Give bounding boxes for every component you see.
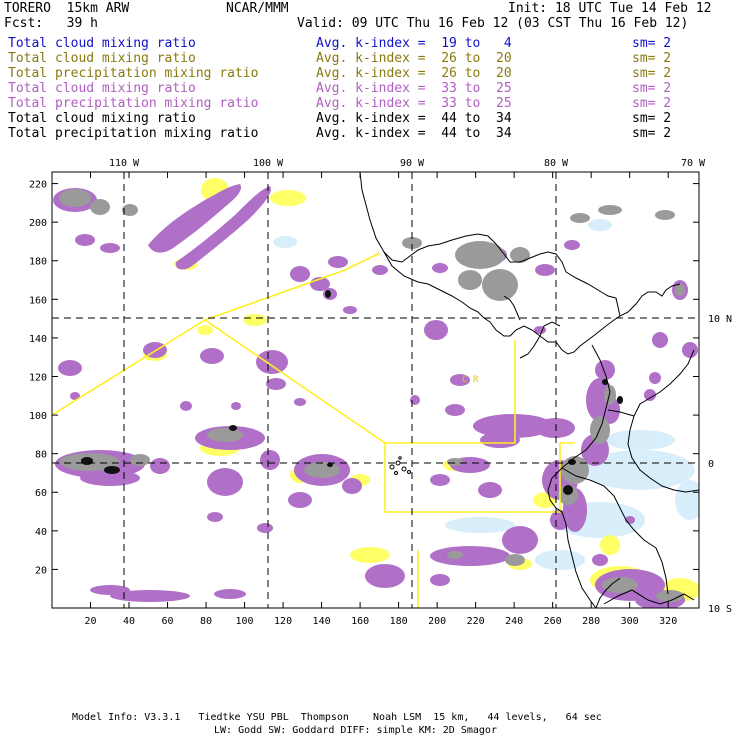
x-axis: 20 40 60 80 100 120 140 160 180 200 220 240 260 280 30…	[84, 172, 677, 627]
graticule	[52, 172, 699, 608]
field-smoothing: sm= 2	[632, 126, 672, 141]
field-k-index: Avg. k-index = 26 to 20	[316, 51, 512, 66]
field-smoothing: sm= 2	[632, 36, 672, 51]
y-tick-label: 220	[29, 180, 47, 191]
x-tick-label: 180	[390, 616, 408, 627]
field-name: Total cloud mixing ratio	[8, 36, 196, 51]
longitude-label: 80 W	[544, 158, 569, 169]
map-frame	[51, 171, 700, 609]
field-name: Total precipitation mixing ratio	[8, 66, 259, 81]
forecast-hour: Fcst: 39 h	[4, 16, 98, 31]
x-tick-label: 40	[123, 616, 135, 627]
model-info: Model Info: V3.3.1 Tiedtke YSU PBL Thomp…	[72, 712, 602, 723]
y-tick-label: 160	[29, 295, 47, 306]
y-tick-label: 120	[29, 372, 47, 383]
y-axis: 220 200 180 160 140 120 100 80 60 40 20	[29, 180, 699, 576]
y-tick-label: 20	[35, 565, 47, 576]
y-tick-label: 40	[35, 527, 47, 538]
y-tick-label: 100	[29, 411, 47, 422]
x-tick-label: 260	[544, 616, 562, 627]
field-k-index: Avg. k-index = 26 to 20	[316, 66, 512, 81]
latitude-label: 0	[708, 459, 714, 470]
field-name: Total precipitation mixing ratio	[8, 126, 259, 141]
domain-boundaries	[52, 252, 575, 608]
low-cloud-shading	[273, 219, 699, 570]
field-name: Total cloud mixing ratio	[8, 111, 196, 126]
x-tick-label: 120	[274, 616, 292, 627]
longitude-label: 110 W	[109, 158, 140, 169]
init-time: Init: 18 UTC Tue 14 Feb 12	[508, 1, 712, 16]
field-name: Total cloud mixing ratio	[8, 51, 196, 66]
field-smoothing: sm= 2	[632, 66, 672, 81]
x-tick-label: 100	[236, 616, 254, 627]
org-label: NCAR/MMM	[226, 1, 289, 16]
y-tick-label: 200	[29, 218, 47, 229]
x-tick-label: 200	[428, 616, 446, 627]
x-tick-label: 240	[505, 616, 523, 627]
field-smoothing: sm= 2	[632, 81, 672, 96]
y-tick-label: 180	[29, 257, 47, 268]
field-name: Total cloud mixing ratio	[8, 81, 196, 96]
field-name: Total precipitation mixing ratio	[8, 96, 259, 111]
longitude-label: 70 W	[681, 158, 706, 169]
y-tick-label: 140	[29, 334, 47, 345]
latitude-label: 10 N	[708, 314, 732, 325]
latitude-labels: 10 N 0 10 S	[708, 314, 732, 615]
physics-info: LW: Godd SW: Goddard DIFF: simple KM: 2D…	[214, 725, 497, 736]
field-smoothing: sm= 2	[632, 51, 672, 66]
region-label: C R	[462, 375, 479, 385]
field-k-index: Avg. k-index = 33 to 25	[316, 81, 512, 96]
x-tick-label: 60	[162, 616, 174, 627]
x-tick-label: 280	[582, 616, 600, 627]
longitude-labels: 110 W 100 W 90 W 80 W 70 W	[109, 158, 706, 169]
model-title: TORERO 15km ARW	[4, 1, 130, 16]
x-tick-label: 320	[659, 616, 677, 627]
y-tick-label: 80	[35, 450, 47, 461]
longitude-label: 100 W	[253, 158, 284, 169]
x-tick-label: 160	[351, 616, 369, 627]
field-k-index: Avg. k-index = 44 to 34	[316, 111, 512, 126]
y-tick-label: 60	[35, 488, 47, 499]
field-smoothing: sm= 2	[632, 96, 672, 111]
x-tick-label: 220	[467, 616, 485, 627]
field-k-index: Avg. k-index = 33 to 25	[316, 96, 512, 111]
latitude-label: 10 S	[708, 604, 732, 615]
field-k-index: Avg. k-index = 19 to 4	[316, 36, 512, 51]
x-tick-label: 300	[621, 616, 639, 627]
cloud-shading-black	[81, 290, 623, 495]
valid-time: Valid: 09 UTC Thu 16 Feb 12 (03 CST Thu …	[297, 16, 689, 31]
field-k-index: Avg. k-index = 44 to 34	[316, 126, 512, 141]
field-smoothing: sm= 2	[632, 111, 672, 126]
coastlines	[359, 172, 699, 608]
x-tick-label: 80	[200, 616, 212, 627]
galapagos-islands	[389, 456, 411, 475]
x-tick-label: 140	[313, 616, 331, 627]
longitude-label: 90 W	[400, 158, 425, 169]
x-tick-label: 20	[84, 616, 96, 627]
